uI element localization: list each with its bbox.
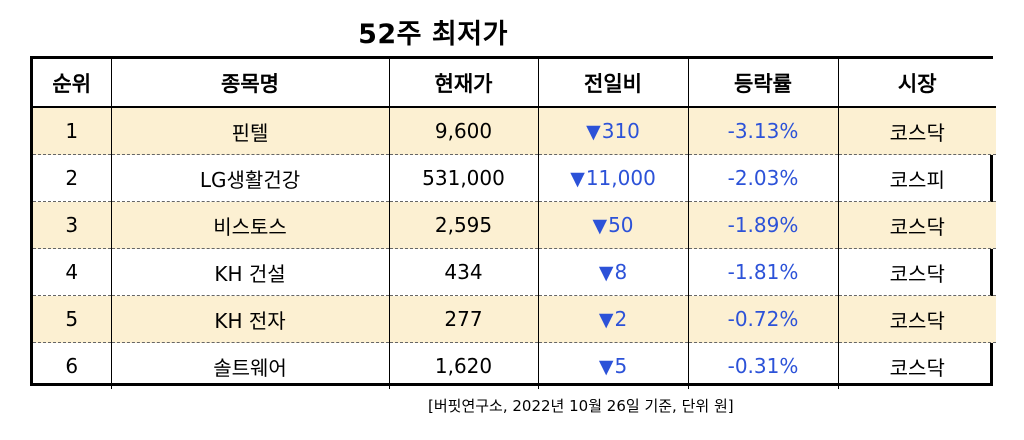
market-cell: 코스닥: [837, 107, 996, 155]
header-change: 전일비: [537, 59, 688, 108]
change-value: 2: [614, 307, 628, 331]
down-triangle-icon: ▼: [598, 356, 614, 378]
change-cell: ▼8: [537, 248, 688, 296]
down-triangle-icon: ▼: [598, 262, 614, 284]
header-market: 시장: [837, 59, 996, 108]
change-cell: ▼2: [537, 295, 688, 343]
rank-cell: 6: [65, 354, 79, 378]
rank-cell: 4: [33, 248, 111, 296]
header-rank: 순위: [33, 59, 111, 108]
down-triangle-icon: ▼: [570, 168, 585, 190]
table-row: 5 KH 전자 277 ▼2 -0.72% 코스닥: [33, 295, 996, 343]
change-value: 5: [614, 354, 628, 378]
table-row: 1 핀텔 9,600 ▼310 -3.13% 코스닥: [33, 107, 996, 155]
table-header-row: 순위 종목명 현재가 전일비 등락률 시장: [33, 59, 996, 108]
table-row: 2 LG생활건강 531,000 ▼11,000 -2.03% 코스피: [33, 154, 996, 202]
rank-cell: 1: [33, 107, 111, 155]
price-cell: 9,600: [388, 107, 538, 155]
market-cell: 코스닥: [837, 295, 996, 343]
price-cell: 531,000: [388, 154, 538, 202]
price-cell: 2,595: [388, 201, 538, 249]
market-cell: 코스닥: [837, 201, 996, 249]
name-cell: 비스토스: [110, 201, 389, 249]
down-triangle-icon: ▼: [586, 121, 601, 143]
stock-table: 순위 종목명 현재가 전일비 등락률 시장 1 핀텔 9,600 ▼310 -3…: [33, 59, 996, 389]
change-value: 310: [601, 119, 640, 143]
name-cell: LG생활건강: [110, 154, 389, 202]
name-cell: 솔트웨어: [110, 342, 389, 389]
header-name: 종목명: [110, 59, 389, 108]
header-rate: 등락률: [687, 59, 838, 108]
rate-cell: -3.13%: [687, 107, 838, 155]
table-row: 6 솔트웨어 1,620 ▼5 -0.31% 코스닥: [33, 342, 996, 389]
name-cell: KH 전자: [110, 295, 389, 343]
table-row: 4 KH 건설 434 ▼8 -1.81% 코스닥: [33, 248, 996, 296]
rate-cell: -1.89%: [687, 201, 838, 249]
stock-table-container: 순위 종목명 현재가 전일비 등락률 시장 1 핀텔 9,600 ▼310 -3…: [30, 56, 996, 389]
price-cell: 434: [388, 248, 538, 296]
rank-cell: 2: [33, 154, 111, 202]
source-note: [버핏연구소, 2022년 10월 26일 기준, 단위 원]: [428, 397, 734, 415]
rate-cell: -0.72%: [687, 295, 838, 343]
price-cell: 277: [388, 295, 538, 343]
price-cell: 1,620: [388, 342, 538, 389]
change-cell: ▼5: [537, 342, 688, 389]
rate-cell: -1.81%: [687, 248, 838, 296]
down-triangle-icon: ▼: [592, 215, 608, 237]
market-cell: 코스닥: [837, 342, 996, 389]
rank-cell: 3: [33, 201, 111, 249]
down-triangle-icon: ▼: [598, 309, 614, 331]
rank-cell: 5: [33, 295, 111, 343]
name-cell: KH 건설: [110, 248, 389, 296]
name-cell: 핀텔: [110, 107, 389, 155]
table-row: 3 비스토스 2,595 ▼50 -1.89% 코스닥: [33, 201, 996, 249]
change-cell: ▼310: [537, 107, 688, 155]
market-cell: 코스닥: [837, 248, 996, 296]
header-price: 현재가: [388, 59, 538, 108]
rate-cell: -0.31%: [687, 342, 838, 389]
change-cell: ▼50: [537, 201, 688, 249]
change-value: 8: [614, 260, 628, 284]
change-value: 50: [608, 213, 634, 237]
rate-cell: -2.03%: [687, 154, 838, 202]
page-title: 52주 최저가: [358, 19, 508, 50]
change-cell: ▼11,000: [537, 154, 688, 202]
market-cell: 코스피: [837, 154, 996, 202]
change-value: 11,000: [585, 166, 656, 190]
